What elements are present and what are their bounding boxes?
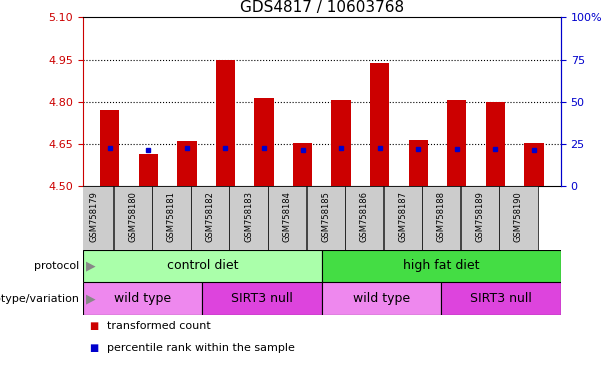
Text: GSM758185: GSM758185	[321, 191, 330, 242]
Bar	[322, 282, 441, 315]
Text: ▶: ▶	[86, 260, 96, 272]
Text: GSM758179: GSM758179	[90, 191, 99, 242]
Text: GSM758183: GSM758183	[244, 191, 253, 242]
Bar	[384, 186, 422, 250]
Bar	[75, 186, 113, 250]
Bar	[191, 186, 229, 250]
Text: GSM758182: GSM758182	[205, 191, 215, 242]
Text: GSM758184: GSM758184	[283, 191, 292, 242]
Bar	[177, 141, 197, 186]
Text: GSM758180: GSM758180	[128, 191, 137, 242]
Text: GSM758186: GSM758186	[360, 191, 369, 242]
Bar	[524, 142, 544, 186]
Text: GSM758188: GSM758188	[437, 191, 446, 242]
Bar	[345, 186, 383, 250]
Bar	[461, 186, 499, 250]
Text: SIRT3 null: SIRT3 null	[231, 292, 293, 305]
Bar	[83, 282, 202, 315]
Text: GSM758190: GSM758190	[514, 191, 523, 242]
Bar	[441, 282, 561, 315]
Text: genotype/variation: genotype/variation	[0, 293, 80, 304]
Bar	[254, 98, 273, 186]
Bar	[268, 186, 306, 250]
Bar	[409, 140, 428, 186]
Text: GSM758189: GSM758189	[476, 191, 484, 242]
Text: GSM758187: GSM758187	[398, 191, 407, 242]
Bar	[216, 60, 235, 186]
Text: wild type: wild type	[114, 292, 171, 305]
Bar	[229, 186, 268, 250]
Bar	[202, 282, 322, 315]
Text: percentile rank within the sample: percentile rank within the sample	[107, 343, 295, 353]
Text: wild type: wild type	[353, 292, 410, 305]
Bar	[100, 110, 120, 186]
Bar	[152, 186, 191, 250]
Text: ■: ■	[89, 321, 98, 331]
Bar	[422, 186, 460, 250]
Text: transformed count: transformed count	[107, 321, 211, 331]
Bar	[293, 142, 312, 186]
Bar	[370, 63, 389, 186]
Text: high fat diet: high fat diet	[403, 260, 479, 272]
Bar	[306, 186, 345, 250]
Text: ■: ■	[89, 343, 98, 353]
Text: control diet: control diet	[167, 260, 238, 272]
Bar	[332, 100, 351, 186]
Title: GDS4817 / 10603768: GDS4817 / 10603768	[240, 0, 404, 15]
Bar	[485, 102, 505, 186]
Text: SIRT3 null: SIRT3 null	[470, 292, 532, 305]
Bar	[139, 154, 158, 186]
Text: ▶: ▶	[86, 292, 96, 305]
Bar	[322, 250, 561, 282]
Text: protocol: protocol	[34, 261, 80, 271]
Bar	[83, 250, 322, 282]
Bar	[114, 186, 152, 250]
Bar	[447, 99, 466, 186]
Bar	[500, 186, 538, 250]
Text: GSM758181: GSM758181	[167, 191, 176, 242]
